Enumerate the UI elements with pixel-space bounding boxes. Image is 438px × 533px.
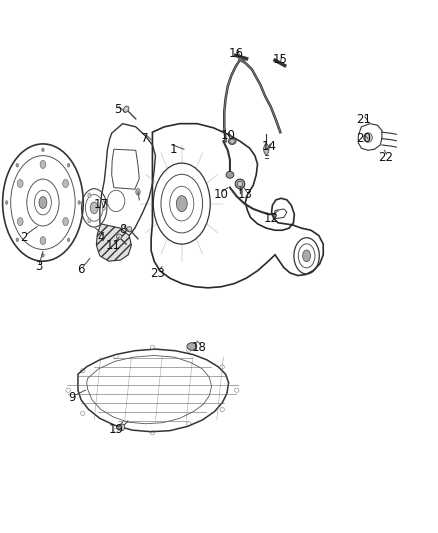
Text: 23: 23 [150, 267, 165, 280]
Ellipse shape [5, 201, 8, 205]
Text: 2: 2 [20, 231, 28, 244]
Text: 8: 8 [119, 223, 126, 236]
Ellipse shape [303, 250, 311, 262]
Ellipse shape [40, 237, 46, 245]
Ellipse shape [176, 196, 187, 212]
Text: 15: 15 [273, 53, 288, 66]
Ellipse shape [78, 201, 81, 205]
Ellipse shape [187, 343, 197, 350]
Ellipse shape [127, 227, 132, 232]
Ellipse shape [124, 106, 129, 112]
Ellipse shape [228, 138, 236, 144]
Text: 10: 10 [220, 130, 235, 142]
Text: 1: 1 [169, 143, 177, 156]
Text: 9: 9 [68, 391, 76, 403]
Ellipse shape [67, 238, 70, 242]
Ellipse shape [63, 180, 68, 188]
Text: 5: 5 [115, 103, 122, 116]
Ellipse shape [18, 180, 23, 188]
Text: 10: 10 [214, 188, 229, 201]
Text: 18: 18 [192, 341, 207, 354]
Text: 19: 19 [109, 423, 124, 435]
Text: 11: 11 [106, 239, 120, 252]
Ellipse shape [18, 217, 23, 225]
Ellipse shape [237, 181, 243, 187]
Text: 4: 4 [97, 231, 105, 244]
Text: 6: 6 [77, 263, 85, 276]
Ellipse shape [16, 163, 18, 167]
Text: 20: 20 [356, 132, 371, 145]
Ellipse shape [235, 179, 245, 189]
Ellipse shape [63, 217, 68, 225]
Ellipse shape [42, 148, 44, 152]
Text: 14: 14 [262, 140, 277, 153]
Ellipse shape [364, 133, 372, 142]
Ellipse shape [42, 254, 44, 257]
Ellipse shape [88, 193, 91, 198]
Text: 16: 16 [229, 47, 244, 60]
Ellipse shape [119, 424, 125, 431]
Ellipse shape [264, 144, 269, 155]
Polygon shape [96, 224, 131, 261]
Ellipse shape [88, 218, 91, 223]
Text: 21: 21 [356, 114, 371, 126]
Ellipse shape [230, 140, 234, 143]
Ellipse shape [117, 234, 122, 239]
Ellipse shape [39, 197, 47, 208]
Ellipse shape [16, 238, 18, 242]
Text: 17: 17 [94, 198, 109, 211]
Ellipse shape [40, 160, 46, 168]
Text: 13: 13 [238, 188, 253, 201]
Ellipse shape [67, 163, 70, 167]
Ellipse shape [226, 171, 234, 178]
Ellipse shape [90, 202, 98, 214]
Text: 12: 12 [264, 212, 279, 225]
Ellipse shape [136, 189, 140, 195]
Ellipse shape [102, 205, 105, 211]
Text: 22: 22 [378, 151, 393, 164]
Text: 3: 3 [35, 260, 42, 273]
Text: 7: 7 [141, 132, 148, 145]
